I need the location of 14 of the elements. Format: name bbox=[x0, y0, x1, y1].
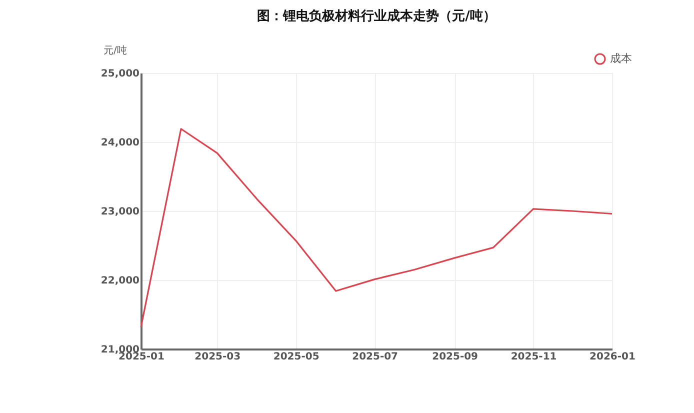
y-tick-label: 24,000 bbox=[100, 138, 140, 148]
x-tick-label: 2026-01 bbox=[590, 352, 636, 362]
chart-title: 图：锂电负极材料行业成本走势（元/吨） bbox=[257, 8, 496, 24]
x-tick-label: 2025-03 bbox=[194, 352, 241, 362]
x-tick-label: 2025-11 bbox=[510, 352, 557, 362]
x-tick-label: 2025-09 bbox=[432, 352, 478, 362]
y-tick-label: 22,000 bbox=[100, 276, 140, 286]
y-tick-label: 25,000 bbox=[100, 68, 140, 80]
y-tick-label: 23,000 bbox=[100, 206, 140, 218]
x-tick-label: 2025-05 bbox=[273, 352, 320, 362]
legend-label: 成本 bbox=[610, 52, 632, 65]
y-axis-title: 元/吨 bbox=[104, 44, 127, 56]
line-series bbox=[140, 128, 613, 328]
x-tick-label: 2025-07 bbox=[352, 352, 398, 362]
